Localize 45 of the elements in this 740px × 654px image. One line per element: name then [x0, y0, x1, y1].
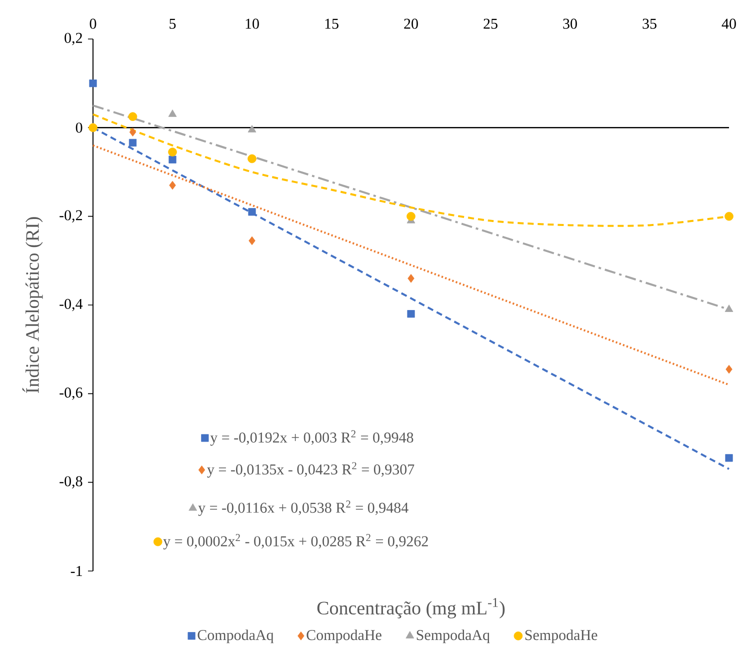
y-tick-label: -0,4 [60, 298, 83, 312]
point [248, 208, 256, 216]
x-tick-label: 30 [563, 18, 577, 29]
legend-label: y = 0,0002x$^{2}$ - 0,015x + 0,0285 R$^{2}$ = 0,9262 [163, 534, 428, 550]
y-tick-label: -0,8 [60, 476, 82, 488]
y-tick-label: -1 [70, 566, 82, 576]
legend-label: SempodaAq [416, 630, 490, 644]
x-axis-title: Concentração (mg mL$^{-1}$) [317, 598, 505, 618]
point [407, 310, 415, 318]
point [726, 364, 732, 374]
point [408, 274, 414, 283]
point [168, 156, 176, 164]
point [89, 80, 97, 88]
point [725, 454, 733, 462]
point [724, 212, 734, 221]
x-tick-label: 10 [246, 18, 259, 29]
y-axis-title: Índice Alelopático (RI) [22, 217, 43, 393]
x-tick-label: 15 [325, 18, 338, 29]
x-tick-label: 35 [642, 18, 656, 29]
y-tick-label: 0,2 [64, 32, 82, 46]
legend-label: CompodaAq [198, 630, 274, 644]
legend-label: y = -0,0135x - 0,0423 R$^{2}$ = 0,9307 [207, 462, 414, 478]
legend-label: y = -0,0116x + 0,0538 R$^{2}$ = 0,9484 [198, 500, 408, 516]
point [248, 154, 256, 164]
point [724, 304, 734, 312]
point [128, 138, 137, 147]
x-tick-label: 20 [404, 18, 418, 29]
point [129, 128, 136, 136]
y-tick-label: -0,2 [60, 210, 82, 222]
point [168, 110, 177, 117]
x-tick-label: 0 [90, 18, 96, 29]
point [168, 148, 177, 156]
legend-label: SempodaHe [525, 630, 598, 644]
point [248, 125, 256, 132]
x-tick-label: 5 [170, 18, 176, 29]
y-tick-label: 0 [76, 122, 82, 133]
y-tick-label: -0,6 [60, 388, 82, 400]
point [406, 212, 416, 221]
legend-label: CompodaHe [306, 630, 382, 644]
point [169, 180, 176, 190]
x-tick-label: 40 [722, 18, 736, 29]
point [248, 236, 256, 246]
x-tick-label: 25 [484, 18, 498, 29]
point [128, 112, 138, 121]
legend-label: y = -0,0192x + 0,003 R$^{2}$ = 0,9948 [210, 430, 414, 446]
